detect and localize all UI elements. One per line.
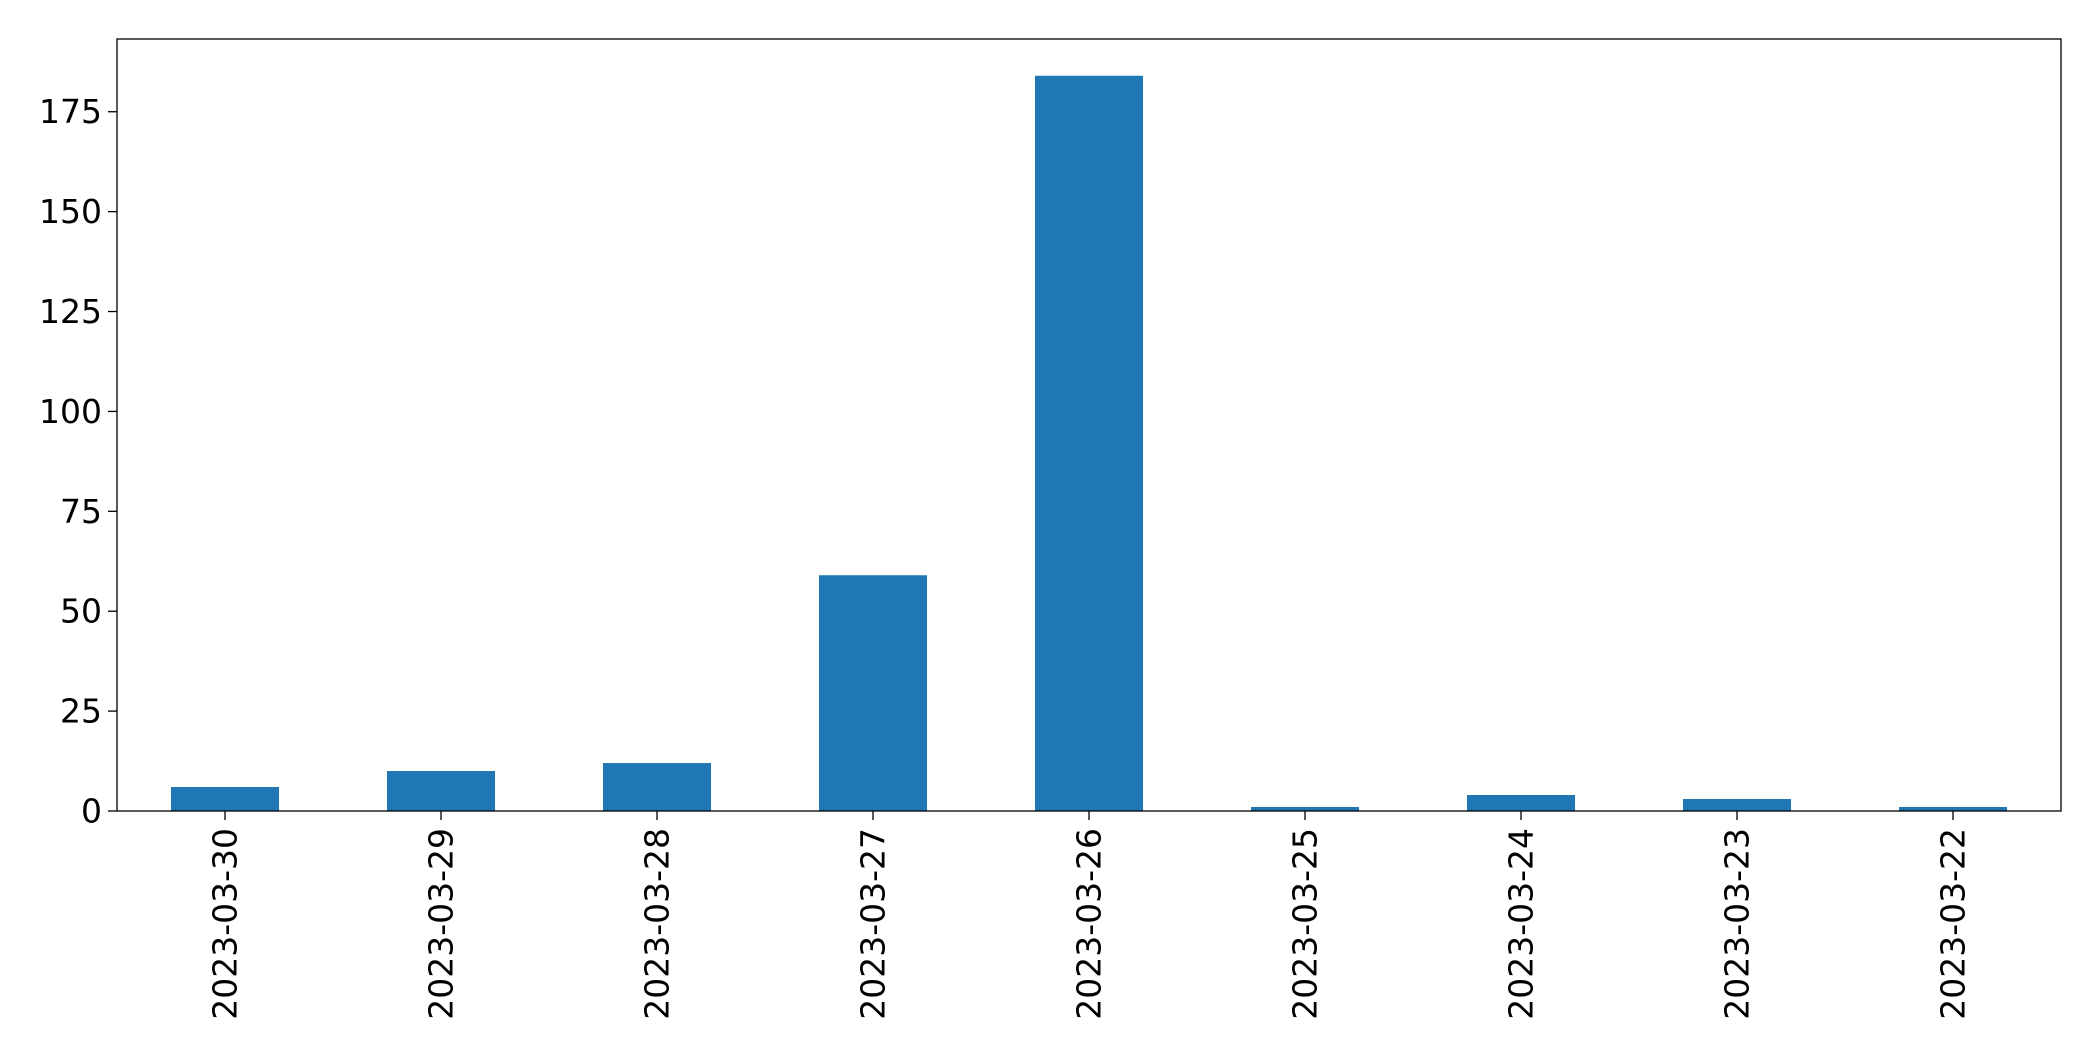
y-tick-label: 25: [60, 692, 102, 731]
y-tick-label: 75: [60, 492, 102, 531]
bar-2023-03-25: [1251, 807, 1359, 811]
bar-2023-03-28: [603, 763, 711, 811]
bar-2023-03-24: [1467, 795, 1575, 811]
y-tick-label: 100: [39, 392, 102, 431]
x-tick-label: 2023-03-22: [1934, 828, 1973, 1020]
bars-layer: [171, 75, 2007, 811]
bar-2023-03-23: [1683, 799, 1791, 811]
x-tick-label: 2023-03-24: [1502, 828, 1541, 1020]
x-tick-label: 2023-03-27: [854, 828, 893, 1020]
y-axis: 0 25 50 75 100 125 150 175: [39, 92, 117, 831]
x-tick-label: 2023-03-23: [1718, 828, 1757, 1020]
y-tick-label: 150: [39, 192, 102, 231]
bar-2023-03-27: [819, 575, 927, 811]
y-tick-label: 175: [39, 92, 102, 131]
x-tick-label: 2023-03-26: [1070, 828, 1109, 1020]
x-tick-label: 2023-03-25: [1286, 828, 1325, 1020]
bar-2023-03-22: [1899, 807, 2007, 811]
x-tick-label: 2023-03-30: [206, 828, 245, 1020]
x-tick-label: 2023-03-28: [638, 828, 677, 1020]
bar-2023-03-30: [171, 787, 279, 811]
bar-2023-03-26: [1035, 75, 1143, 811]
bar-2023-03-29: [387, 771, 495, 811]
y-tick-label: 50: [60, 592, 102, 631]
y-tick-label: 0: [81, 792, 102, 831]
x-axis: 2023-03-30 2023-03-29 2023-03-28 2023-03-27…: [206, 811, 1973, 1020]
plot-frame: [116, 38, 2062, 812]
x-tick-label: 2023-03-29: [422, 828, 461, 1020]
y-tick-label: 125: [39, 292, 102, 331]
